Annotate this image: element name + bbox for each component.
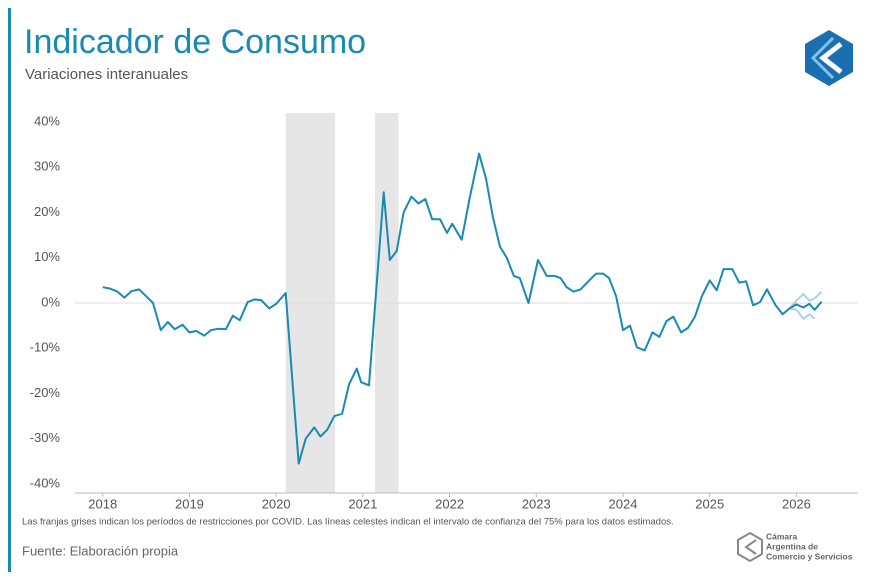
y-tick-label: 30% (34, 159, 60, 174)
chart-note: Las franjas grises indican los períodos … (22, 517, 674, 528)
chart-subtitle: Variaciones interanuales (25, 66, 188, 83)
x-tick-label: 2025 (695, 496, 724, 511)
y-tick-label: -40% (30, 475, 61, 490)
x-tick-label: 2019 (175, 496, 204, 511)
org-name: Cámara (766, 531, 797, 541)
x-tick-label: 2020 (262, 496, 291, 511)
org-name: Comercio y Servicios (766, 551, 853, 561)
y-tick-label: 0% (41, 294, 60, 309)
x-tick-label: 2022 (435, 496, 464, 511)
chart-title: Indicador de Consumo (24, 23, 366, 61)
org-name: Argentina de (766, 541, 818, 551)
y-tick-label: -20% (30, 385, 61, 400)
y-tick-label: -30% (30, 430, 61, 445)
logo (805, 30, 853, 86)
accent-bar (8, 8, 11, 572)
x-tick-label: 2024 (609, 496, 638, 511)
y-tick-label: 40% (34, 113, 60, 128)
org-logo: Cámara Argentina de Comercio y Servicios (737, 531, 853, 563)
confidence-line (789, 307, 816, 320)
y-tick-label: 20% (34, 204, 60, 219)
data-line (102, 152, 823, 465)
x-tick-label: 2026 (782, 496, 811, 511)
x-tick-label: 2021 (348, 496, 377, 511)
chart-source: Fuente: Elaboración propia (22, 543, 179, 558)
confidence-line (788, 290, 823, 310)
x-tick-label: 2018 (88, 496, 117, 511)
x-tick-label: 2023 (522, 496, 551, 511)
y-tick-label: -10% (30, 340, 61, 355)
y-tick-label: 10% (34, 249, 60, 264)
